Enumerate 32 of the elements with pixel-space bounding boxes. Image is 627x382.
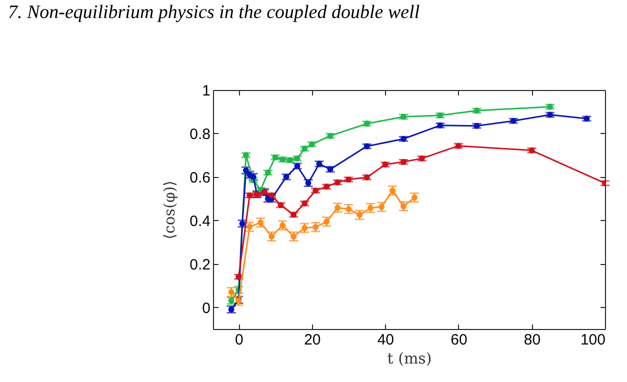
point xyxy=(400,203,407,210)
point xyxy=(346,206,352,212)
point xyxy=(280,222,286,228)
x-tick-label: 20 xyxy=(304,332,321,348)
y-tick-label: 0 xyxy=(202,300,210,317)
point xyxy=(411,194,418,201)
point xyxy=(312,224,319,230)
x-tick-label: 100 xyxy=(580,332,606,348)
point xyxy=(246,224,253,230)
chart-title: 7. Non-equilibrium physics in the coupled double well xyxy=(8,2,420,24)
point xyxy=(324,218,330,225)
point xyxy=(390,188,396,194)
y-tick-label: 0.6 xyxy=(190,169,210,186)
x-tick-label: 40 xyxy=(377,332,394,348)
point xyxy=(302,224,308,231)
y-tick-label: 1 xyxy=(202,82,210,100)
point xyxy=(268,233,275,240)
y-tick-label: 0.2 xyxy=(190,256,210,274)
point xyxy=(356,212,363,218)
x-axis-title: t (ms) xyxy=(387,350,432,368)
point xyxy=(258,220,264,226)
point xyxy=(368,204,374,211)
point xyxy=(334,204,341,211)
y-tick-label: 0.4 xyxy=(190,212,210,230)
y-axis-title: ⟨cos(φ)⟩ xyxy=(160,180,179,240)
y-tick-label: 0.8 xyxy=(190,126,210,143)
x-tick-label: 80 xyxy=(524,332,541,348)
point xyxy=(290,233,297,240)
x-tick-label: 60 xyxy=(450,332,468,348)
x-tick-label: 0 xyxy=(234,332,244,348)
point xyxy=(378,204,385,210)
point xyxy=(228,289,234,296)
